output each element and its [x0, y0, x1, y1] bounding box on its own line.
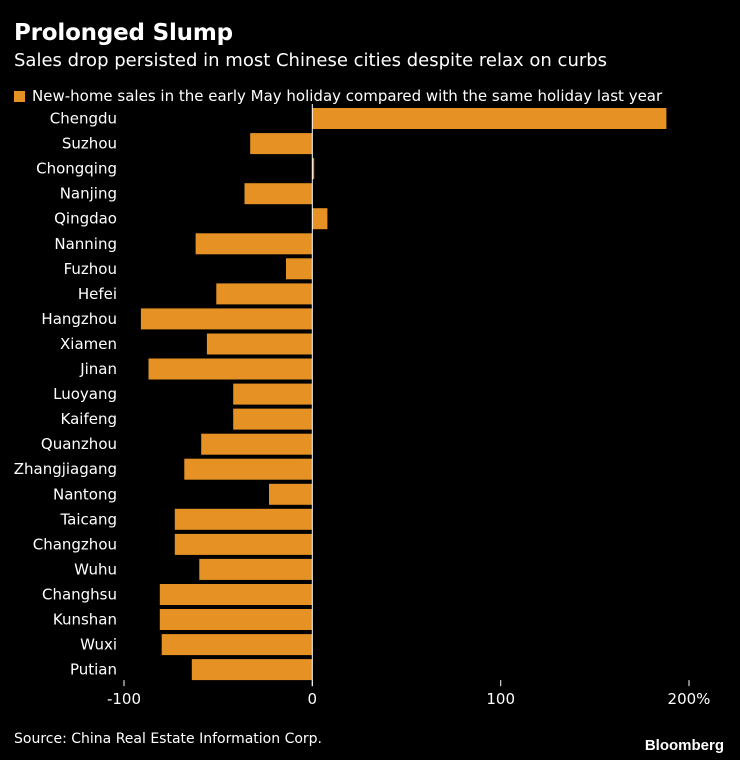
category-label: Wuxi — [80, 636, 117, 654]
category-label: Taicang — [59, 510, 117, 528]
bar-putian — [191, 659, 313, 681]
chart-subtitle: Sales drop persisted in most Chinese cit… — [14, 50, 608, 71]
bar-taicang — [174, 508, 313, 530]
category-label: Xiamen — [60, 335, 117, 353]
bar-nanjing — [244, 183, 313, 205]
category-label: Changzhou — [33, 535, 117, 553]
bar-luoyang — [233, 383, 313, 405]
bar-chongqing — [312, 158, 315, 180]
legend-swatch — [14, 90, 25, 102]
category-label: Jinan — [79, 360, 117, 378]
chart-title: Prolonged Slump — [14, 20, 233, 46]
x-tick-label: 0 — [308, 690, 318, 708]
category-label: Hefei — [78, 285, 117, 303]
category-label: Chengdu — [50, 110, 117, 128]
bar-fuzhou — [286, 258, 313, 280]
category-label: Kaifeng — [61, 410, 117, 428]
bar-kaifeng — [233, 408, 313, 430]
category-label: Changhsu — [42, 586, 117, 604]
category-label: Qingdao — [54, 210, 117, 228]
bloomberg-logo: Bloomberg — [644, 737, 724, 754]
bar-nanning — [195, 233, 313, 255]
category-label: Quanzhou — [41, 435, 117, 453]
bar-suzhou — [250, 133, 313, 155]
bar-hefei — [216, 283, 313, 305]
category-label: Fuzhou — [64, 260, 117, 278]
category-label: Luoyang — [53, 385, 117, 403]
legend-label: New-home sales in the early May holiday … — [32, 87, 663, 105]
category-label: Suzhou — [62, 135, 117, 153]
bar-jinan — [148, 358, 313, 380]
category-label: Nanjing — [60, 185, 117, 203]
category-label: Putian — [70, 661, 117, 679]
bar-chengdu — [312, 108, 667, 129]
source-note: Source: China Real Estate Information Co… — [14, 731, 323, 747]
legend: New-home sales in the early May holiday … — [14, 87, 662, 105]
category-label: Chongqing — [36, 160, 117, 178]
x-tick-label: 200% — [668, 690, 711, 708]
category-label: Nantong — [53, 485, 117, 503]
bar-changzhou — [174, 533, 313, 555]
bar-kunshan — [159, 609, 313, 630]
x-tick-label: -100 — [107, 690, 141, 708]
bar-quanzhou — [201, 433, 313, 455]
bar-hangzhou — [140, 308, 313, 330]
x-tick-label: 100 — [486, 690, 515, 708]
bar-nantong — [269, 483, 313, 505]
category-label: Hangzhou — [41, 310, 117, 328]
category-label: Wuhu — [74, 560, 117, 578]
bar-xiamen — [206, 333, 313, 355]
category-label: Nanning — [54, 235, 117, 253]
category-label: Kunshan — [53, 611, 117, 629]
bar-wuxi — [161, 634, 313, 656]
bar-qingdao — [312, 208, 328, 230]
bar-wuhu — [199, 558, 313, 580]
bar-changhsu — [159, 584, 313, 605]
category-label: Zhangjiagang — [14, 460, 117, 478]
bar-zhangjiagang — [184, 458, 313, 480]
